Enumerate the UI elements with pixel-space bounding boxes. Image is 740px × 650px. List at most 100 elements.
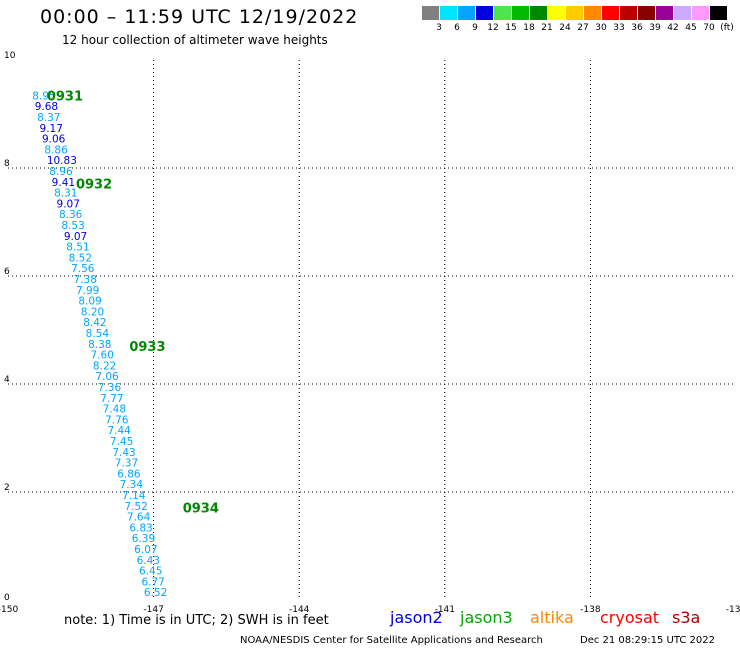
scale-swatch: [494, 6, 511, 20]
y-tick-label: 2: [4, 483, 10, 493]
scale-label: 21: [541, 23, 553, 33]
scale-swatch: [548, 6, 565, 20]
swh-point: 9.41: [52, 177, 75, 189]
scale-swatch: [440, 6, 457, 20]
swh-point: 6.77: [141, 576, 164, 588]
footer-credit: NOAA/NESDIS Center for Satellite Applica…: [240, 635, 543, 646]
y-tick-label: 6: [4, 267, 10, 277]
time-label: 0931: [47, 90, 83, 105]
swh-point: 8.54: [86, 328, 110, 340]
scale-label: 6: [454, 23, 460, 33]
y-tick-label: 4: [4, 375, 10, 385]
swh-point: 8.86: [44, 144, 68, 156]
swh-point: 7.48: [103, 404, 126, 416]
x-tick-label: -150: [0, 605, 18, 615]
swh-point: 7.64: [127, 512, 151, 524]
swh-point: 8.38: [88, 339, 111, 351]
scale-swatch: [692, 6, 709, 20]
scale-label: 24: [559, 23, 571, 33]
scale-swatch: [602, 6, 619, 20]
swh-point: 6.45: [139, 566, 162, 578]
scale-swatch: [458, 6, 475, 20]
swh-point: 7.45: [110, 436, 133, 448]
time-label: 0932: [76, 178, 112, 193]
swh-point: 7.37: [115, 458, 138, 470]
swh-point: 7.76: [105, 414, 129, 426]
scale-label: 39: [649, 23, 661, 33]
swh-point: 8.53: [61, 220, 84, 232]
legend-item-altika: altika: [530, 608, 574, 627]
swh-point: 7.38: [74, 274, 97, 286]
swh-point: 6.43: [137, 555, 160, 567]
scale-label: 33: [613, 23, 625, 33]
swh-point: 8.20: [81, 306, 104, 318]
scale-swatch: [620, 6, 637, 20]
time-label: 0934: [183, 502, 219, 517]
swh-point: 9.17: [40, 123, 63, 135]
scale-swatch: [638, 6, 655, 20]
swh-point: 7.60: [91, 350, 114, 362]
time-label: 0933: [129, 340, 165, 355]
swh-point: 8.36: [59, 209, 83, 221]
swh-point: 8.95: [32, 90, 55, 102]
swh-point: 8.42: [83, 317, 106, 329]
swh-point: 7.56: [71, 263, 95, 275]
x-tick-label: -144: [289, 605, 310, 615]
swh-point: 7.06: [95, 371, 119, 383]
scale-label: (ft): [720, 23, 734, 33]
swh-point: 6.07: [134, 544, 157, 556]
swh-point: 9.06: [42, 134, 66, 146]
scale-label: 30: [595, 23, 607, 33]
legend-item-jason3: jason3: [460, 608, 513, 627]
swh-point: 10.83: [47, 155, 77, 167]
note-text: note: 1) Time is in UTC; 2) SWH is in fe…: [64, 613, 329, 628]
swh-point: 7.52: [124, 501, 147, 513]
x-tick-label: -141: [435, 605, 455, 615]
swh-point: 7.14: [122, 490, 146, 502]
scale-swatch: [530, 6, 547, 20]
swh-point: 6.52: [144, 587, 167, 599]
footer-timestamp: Dec 21 08:29:15 UTC 2022: [580, 635, 715, 646]
scale-swatch: [674, 6, 691, 20]
y-tick-label: 10: [4, 51, 16, 61]
swh-point: 8.52: [69, 252, 92, 264]
swh-point: 8.37: [37, 112, 60, 124]
swh-point: 6.83: [129, 522, 152, 534]
swh-point: 8.51: [66, 242, 89, 254]
scale-label: 9: [472, 23, 478, 33]
legend-item-jason2: jason2: [390, 608, 443, 627]
swh-point: 6.39: [132, 533, 155, 545]
scale-label: 3: [436, 23, 442, 33]
swh-point: 7.36: [98, 382, 122, 394]
legend-item-s3a: s3a: [672, 608, 701, 627]
swh-point: 9.07: [64, 231, 87, 243]
swh-point: 8.22: [93, 360, 116, 372]
scale-swatch: [710, 6, 727, 20]
scale-swatch: [422, 6, 439, 20]
scale-label: 18: [523, 23, 535, 33]
swh-point: 8.96: [49, 166, 73, 178]
swh-point: 8.31: [54, 188, 77, 200]
scale-label: 36: [631, 23, 643, 33]
swh-point: 7.99: [76, 285, 99, 297]
chart-title: 00:00 – 11:59 UTC 12/19/2022: [40, 6, 359, 28]
chart-subtitle: 12 hour collection of altimeter wave hei…: [62, 33, 328, 47]
x-tick-label: -138: [580, 605, 601, 615]
scale-swatch: [656, 6, 673, 20]
swh-point: 9.68: [35, 101, 58, 113]
scale-label: 12: [487, 23, 499, 33]
scale-swatch: [512, 6, 529, 20]
swh-point: 7.34: [120, 479, 144, 491]
scale-label: 27: [577, 23, 589, 33]
color-scale-legend: 3 6 9 12 15 18 21 24 27 30 33 36 39 42 45 70 (ft): [422, 6, 734, 36]
y-tick-label: 0: [4, 593, 10, 603]
x-tick-label: -147: [143, 605, 163, 615]
scale-label: 42: [667, 23, 679, 33]
swh-point: 8.09: [78, 296, 101, 308]
scale-swatch: [476, 6, 493, 20]
scale-swatch: [584, 6, 601, 20]
swh-point: 9.07: [57, 198, 80, 210]
swh-point: 7.43: [112, 447, 135, 459]
